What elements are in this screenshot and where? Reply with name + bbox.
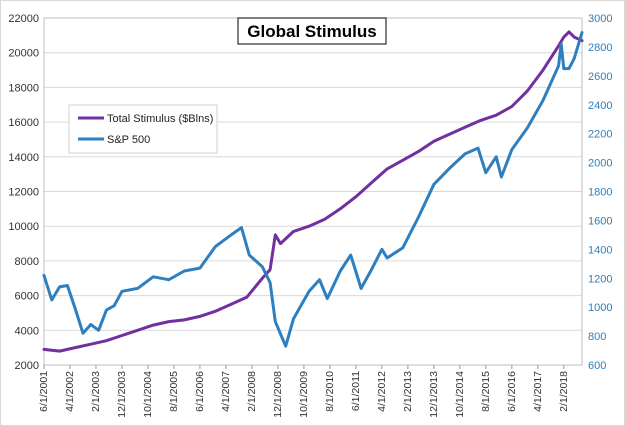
x-tick-label: 6/1/2016 — [506, 371, 518, 412]
y-right-tick-label: 2200 — [588, 129, 612, 141]
y-left-tick-label: 20000 — [8, 48, 39, 60]
x-tick-label: 2/1/2013 — [402, 371, 414, 412]
y-right-tick-label: 1000 — [588, 302, 612, 314]
y-right-tick-label: 2000 — [588, 158, 612, 170]
y-left-tick-label: 14000 — [8, 152, 39, 164]
series-layer — [42, 30, 584, 353]
series-line-total-stimulus — [42, 30, 584, 353]
chart-title-box: Global Stimulus — [237, 17, 387, 45]
legend: Total Stimulus ($Blns) S&P 500 — [68, 104, 218, 154]
y-right-tick-label: 1400 — [588, 244, 612, 256]
x-tick-label: 4/1/2012 — [376, 371, 388, 412]
y-left-tick-label: 18000 — [8, 82, 39, 94]
y-right-tick-label: 2600 — [588, 71, 612, 83]
x-tick-label: 6/1/2001 — [38, 371, 50, 412]
y-left-tick-label: 12000 — [8, 187, 39, 199]
y-left-tick-label: 10000 — [8, 221, 39, 233]
x-tick-label: 12/1/2008 — [272, 371, 284, 418]
x-tick-label: 12/1/2003 — [116, 371, 128, 418]
x-tick-label: 6/1/2006 — [194, 371, 206, 412]
x-tick-label: 4/1/2017 — [532, 371, 544, 412]
y-right-tick-label: 1800 — [588, 187, 612, 199]
x-tick-label: 8/1/2015 — [480, 371, 492, 412]
x-tick-label: 2/1/2018 — [558, 371, 570, 412]
y-right-tick-label: 1600 — [588, 215, 612, 227]
y-left-tick-label: 22000 — [8, 13, 39, 25]
x-tick-label: 6/1/2011 — [350, 371, 362, 411]
y-left-tick-label: 16000 — [8, 117, 39, 129]
x-tick-label: 10/1/2014 — [454, 371, 466, 418]
y-left-tick-label: 6000 — [15, 291, 39, 303]
y-axis-left: 2000 4000 6000 8000 10000 12000 14000 16000 1800… — [8, 13, 39, 372]
y-right-tick-label: 1200 — [588, 273, 612, 285]
x-tick-label: 8/1/2005 — [168, 371, 180, 412]
y-right-tick-label: 600 — [588, 360, 606, 372]
y-right-tick-label: 3000 — [588, 13, 612, 25]
x-tick-label: 2/1/2008 — [246, 371, 258, 412]
x-tick-label: 10/1/2004 — [142, 371, 154, 418]
y-right-tick-label: 800 — [588, 331, 606, 343]
y-axis-right: 600 800 1000 1200 1400 1600 1800 2000 2200 2400 26… — [588, 13, 612, 372]
x-axis: 6/1/2001 4/1/2002 2/1/2003 12/1/2003 10/1/20… — [38, 365, 570, 418]
x-tick-label: 12/1/2013 — [428, 371, 440, 418]
x-tick-label: 8/1/2010 — [324, 371, 336, 412]
y-left-tick-label: 4000 — [15, 325, 39, 337]
x-tick-label: 4/1/2007 — [220, 371, 232, 412]
y-right-tick-label: 2400 — [588, 100, 612, 112]
x-tick-label: 4/1/2002 — [64, 371, 76, 412]
chart-title: Global Stimulus — [247, 22, 376, 41]
x-tick-label: 10/1/2009 — [298, 371, 310, 418]
y-right-tick-label: 2800 — [588, 42, 612, 54]
y-left-tick-label: 8000 — [15, 256, 39, 268]
y-left-tick-label: 2000 — [15, 360, 39, 372]
legend-label-sp500: S&P 500 — [107, 134, 150, 146]
series-line-sp500 — [42, 31, 584, 348]
x-tick-label: 2/1/2003 — [90, 371, 102, 412]
legend-label-total-stimulus: Total Stimulus ($Blns) — [107, 113, 213, 125]
